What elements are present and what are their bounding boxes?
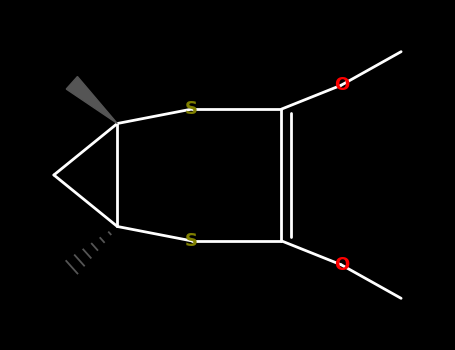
Text: S: S bbox=[185, 232, 198, 250]
Polygon shape bbox=[66, 77, 117, 124]
Text: O: O bbox=[334, 76, 349, 94]
Text: S: S bbox=[185, 100, 198, 118]
Text: O: O bbox=[334, 256, 349, 274]
